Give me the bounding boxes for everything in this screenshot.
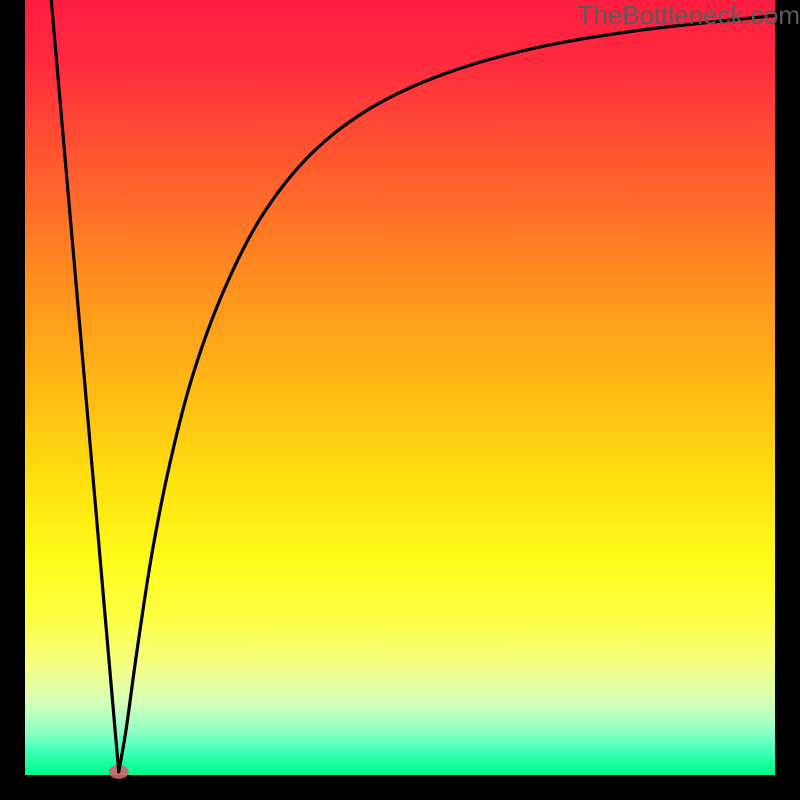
- bottleneck-curve-svg: [25, 0, 775, 775]
- watermark-label: TheBottleneck.com: [577, 0, 800, 31]
- plot-area: [25, 0, 775, 775]
- chart-frame: TheBottleneck.com: [0, 0, 800, 800]
- bottleneck-curve: [51, 0, 775, 772]
